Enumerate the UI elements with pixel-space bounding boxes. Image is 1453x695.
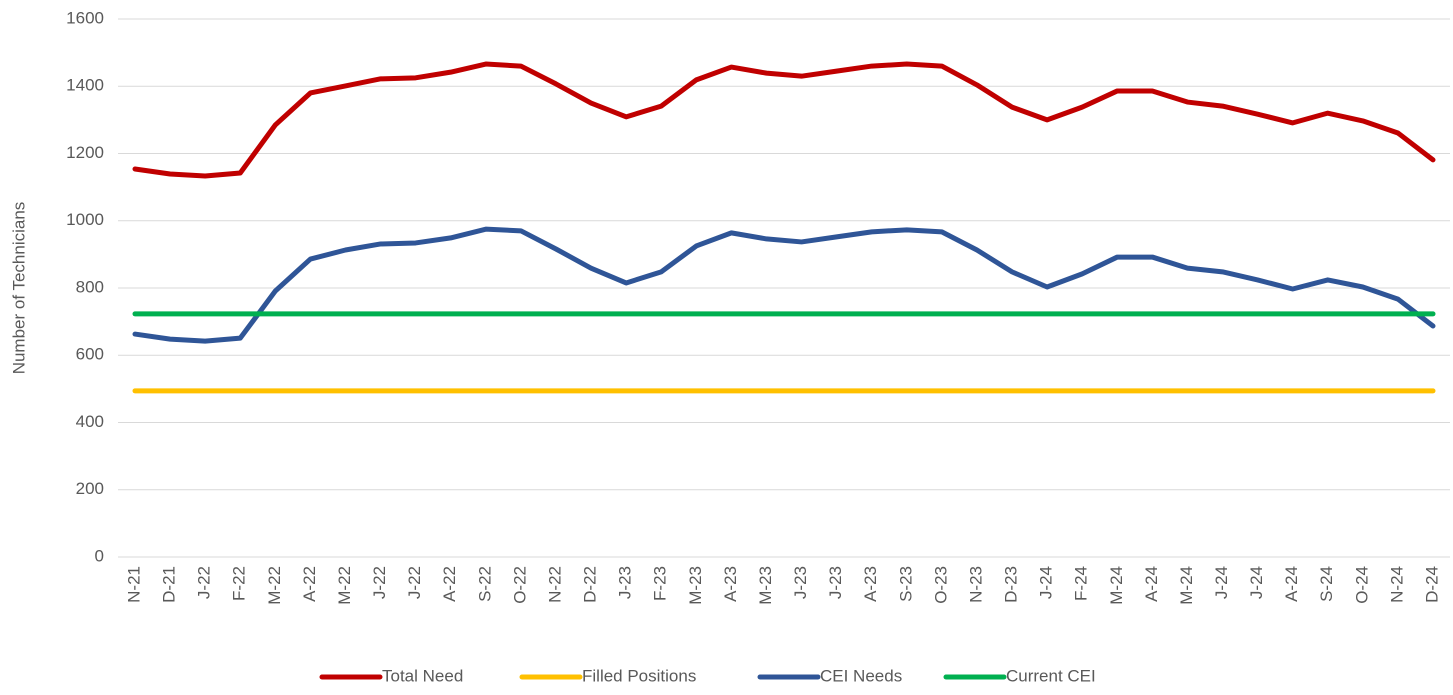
x-tick-label: O-24	[1352, 566, 1371, 604]
x-tick-label: F-24	[1072, 566, 1091, 601]
legend-label: Filled Positions	[582, 666, 696, 685]
x-tick-label: D-21	[160, 566, 179, 603]
x-tick-label: D-23	[1002, 566, 1021, 603]
x-tick-label: M-24	[1107, 566, 1126, 605]
y-tick-label: 800	[76, 277, 104, 296]
y-tick-label: 600	[76, 345, 104, 364]
x-tick-label: S-22	[475, 566, 494, 602]
x-tick-label: J-23	[826, 566, 845, 599]
y-axis-title: Number of Technicians	[9, 202, 28, 375]
x-tick-label: J-24	[1212, 566, 1231, 599]
x-tick-label: A-23	[721, 566, 740, 602]
y-tick-label: 1000	[66, 210, 104, 229]
x-tick-label: J-24	[1037, 566, 1056, 599]
x-tick-label: M-22	[265, 566, 284, 605]
x-tick-label: M-23	[756, 566, 775, 605]
y-tick-label: 1200	[66, 143, 104, 162]
y-tick-label: 0	[95, 546, 104, 565]
x-tick-label: O-22	[510, 566, 529, 604]
y-tick-label: 400	[76, 412, 104, 431]
x-tick-label: M-23	[686, 566, 705, 605]
x-tick-label: J-22	[405, 566, 424, 599]
x-tick-label: N-21	[124, 566, 143, 603]
legend-label: CEI Needs	[820, 666, 902, 685]
x-tick-label: D-24	[1422, 566, 1441, 603]
y-tick-label: 1600	[66, 8, 104, 27]
x-tick-label: N-22	[545, 566, 564, 603]
x-tick-label: S-24	[1317, 566, 1336, 602]
x-tick-label: A-24	[1282, 566, 1301, 602]
x-tick-label: J-22	[370, 566, 389, 599]
x-tick-label: A-24	[1142, 566, 1161, 602]
series-line	[132, 61, 1436, 179]
x-tick-label: D-22	[581, 566, 600, 603]
x-tick-label: M-24	[1177, 566, 1196, 605]
x-tick-label: J-24	[1247, 566, 1266, 599]
x-tick-label: F-22	[230, 566, 249, 601]
x-tick-label: S-23	[896, 566, 915, 602]
y-tick-label: 200	[76, 479, 104, 498]
x-tick-label: O-23	[931, 566, 950, 604]
legend-label: Current CEI	[1006, 666, 1096, 685]
x-tick-label: M-22	[335, 566, 354, 605]
x-tick-label: A-22	[440, 566, 459, 602]
y-tick-label: 1400	[66, 76, 104, 95]
x-tick-label: A-23	[861, 566, 880, 602]
x-tick-label: J-23	[791, 566, 810, 599]
x-tick-label: N-23	[966, 566, 985, 603]
x-tick-label: J-23	[616, 566, 635, 599]
x-tick-label: N-24	[1387, 566, 1406, 603]
legend-label: Total Need	[382, 666, 463, 685]
x-tick-label: J-22	[195, 566, 214, 599]
series-line	[132, 226, 1436, 344]
x-tick-label: A-22	[300, 566, 319, 602]
x-tick-label: F-23	[651, 566, 670, 601]
